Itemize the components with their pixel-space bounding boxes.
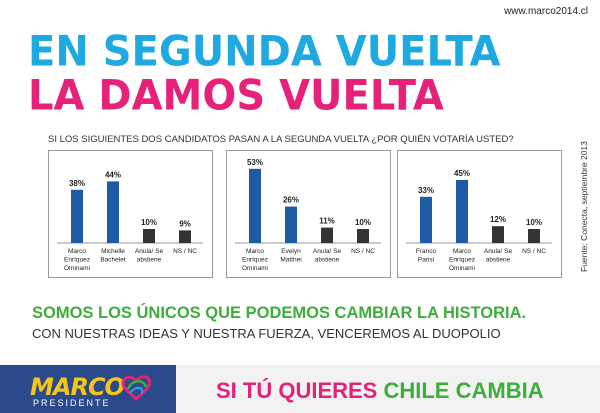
bar	[528, 229, 540, 243]
tick-label: Enríquez	[64, 257, 90, 264]
tick-label: Enríquez	[242, 257, 268, 264]
footer-band: MARCO PRESIDENTE SI TÚ QUIERES CHILE CAM…	[0, 365, 600, 413]
tick-label: Matthei	[280, 257, 301, 264]
bar	[420, 196, 432, 243]
headline-line-1: EN SEGUNDA VUELTA	[28, 27, 501, 77]
tick-label: Parisi	[418, 257, 434, 264]
bar	[285, 206, 297, 243]
tick-label: Anula/ Se	[313, 248, 342, 255]
tick-label: abstiene	[137, 257, 162, 264]
survey-question: SI LOS SIGUIENTES DOS CANDIDATOS PASAN A…	[48, 134, 514, 145]
campaign-logo: MARCO PRESIDENTE	[0, 365, 176, 413]
bar	[321, 227, 333, 243]
tick-label: Franco	[416, 248, 437, 255]
tick-label: abstiene	[315, 257, 340, 264]
tick-label: Ominami	[449, 265, 475, 272]
bar	[249, 168, 261, 243]
bar	[71, 189, 83, 243]
tick-label: Anula/ Se	[135, 248, 164, 255]
data-label: 10%	[526, 218, 542, 227]
data-label: 10%	[141, 218, 157, 227]
tick-label: Anula/ Se	[484, 248, 513, 255]
tick-label: Marco	[246, 248, 264, 255]
data-label: 26%	[283, 196, 299, 205]
chart-panel-2: 53% Marco Enríquez Ominami 26% Evelyn Matthei 1…	[226, 150, 391, 278]
bar	[357, 229, 369, 243]
tick-label: Ominami	[64, 265, 90, 272]
tick-label: NS / NC	[351, 248, 375, 255]
tick-label: Michelle	[101, 248, 125, 255]
tick-label: Marco	[68, 248, 86, 255]
source-note: Fuente: Conecta, septiembre 2013	[579, 141, 589, 272]
tagline: SI TÚ QUIERES CHILE CAMBIA	[216, 378, 544, 404]
data-label: 10%	[355, 218, 371, 227]
tagline-part-1: SI TÚ QUIERES	[216, 378, 384, 403]
bar	[107, 181, 119, 243]
chart-panel-3: 33% Franco Parisi 45% Marco Enríquez Ominami 12…	[397, 150, 562, 278]
headline-line-2: LA DAMOS VUELTA	[28, 71, 444, 121]
data-label: 11%	[319, 217, 335, 226]
slogan-line-1: SOMOS LOS ÚNICOS QUE PODEMOS CAMBIAR LA …	[32, 304, 527, 322]
bar	[456, 180, 468, 243]
bar	[492, 226, 504, 243]
data-label: 9%	[179, 219, 191, 228]
site-url[interactable]: www.marco2014.cl	[504, 6, 588, 17]
slogan-line-2: CON NUESTRAS IDEAS Y NUESTRA FUERZA, VEN…	[32, 326, 501, 341]
tick-label: Enríquez	[449, 257, 475, 264]
data-label: 44%	[105, 170, 121, 179]
logo-subtitle: PRESIDENTE	[33, 398, 111, 408]
bar	[143, 229, 155, 243]
chart-panel-1: 38% Marco Enríquez Ominami 44% Michelle Bachel…	[48, 150, 213, 278]
heart-swirl-icon	[121, 375, 151, 401]
data-label: 53%	[247, 158, 263, 167]
bar	[179, 230, 191, 243]
tick-label: Marco	[453, 248, 471, 255]
tick-label: Bachelet	[100, 257, 125, 264]
tick-label: Evelyn	[281, 248, 301, 255]
tagline-part-2: CHILE CAMBIA	[383, 378, 544, 403]
tick-label: NS / NC	[173, 248, 197, 255]
logo-text: MARCO	[30, 373, 125, 401]
tick-label: Ominami	[242, 265, 268, 272]
data-label: 38%	[69, 179, 85, 188]
data-label: 33%	[418, 186, 434, 195]
data-label: 45%	[454, 169, 470, 178]
tick-label: NS / NC	[522, 248, 546, 255]
tick-label: abstiene	[486, 257, 511, 264]
data-label: 12%	[490, 215, 506, 224]
